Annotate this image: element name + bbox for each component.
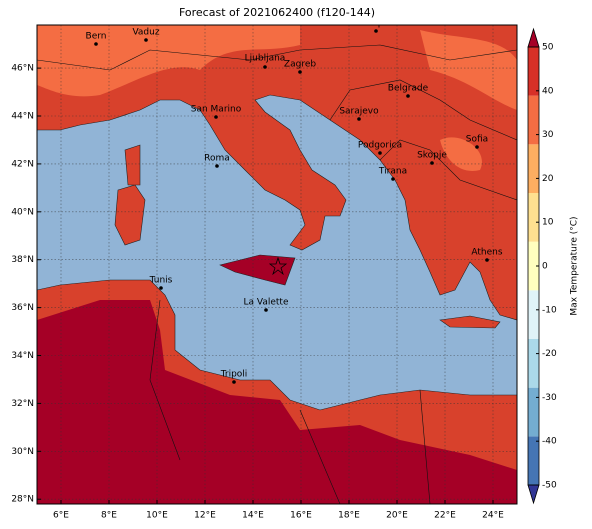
colorbar-segment	[528, 339, 539, 388]
map-area: Bern Vaduz Budapest Ljubljana Zagreb Bel…	[37, 19, 517, 504]
colorbar-tick-label: 10	[542, 218, 554, 228]
city-label: Sarajevo	[339, 107, 379, 117]
colorbar-segment	[528, 241, 539, 291]
y-tick-label: 32°N	[11, 399, 34, 409]
cities: Bern Vaduz Budapest Ljubljana Zagreb Bel…	[86, 19, 503, 384]
y-tick-label: 34°N	[11, 351, 34, 361]
star-marker	[268, 256, 288, 276]
city-label: Ljubljana	[245, 54, 286, 64]
y-tick-label: 40°N	[11, 207, 34, 217]
colorbar-segment	[528, 436, 539, 485]
city-label: Budapest	[355, 19, 398, 29]
colorbar-extend-high	[527, 27, 540, 48]
colorbar-segment	[528, 290, 539, 339]
colorbar-tick-label: -50	[542, 481, 557, 491]
y-tick-label: 44°N	[11, 112, 34, 122]
axes: 6°E 8°E 10°E 12°E 14°E 16°E 18°E 20°E 22°E 24°E 28…	[11, 64, 504, 521]
y-tick-label: 30°N	[11, 447, 34, 457]
city-label: Bern	[86, 32, 107, 42]
x-tick-label: 12°E	[194, 511, 216, 521]
city-label: Athens	[471, 248, 502, 258]
x-tick-label: 16°E	[290, 511, 312, 521]
x-tick-label: 10°E	[146, 511, 168, 521]
colorbar-extend-low	[527, 484, 540, 505]
corsica	[124, 144, 141, 186]
colorbar-tick-label: -20	[542, 349, 557, 359]
colorbar-segment	[528, 387, 539, 437]
city-label: Tripoli	[220, 370, 248, 380]
city-label: Vaduz	[132, 28, 159, 38]
colorbar-tick-label: -10	[542, 305, 557, 315]
city-label: Tunis	[149, 276, 173, 286]
colorbar-tick-label: -40	[542, 437, 557, 447]
colorbar-segment	[528, 144, 539, 193]
colorbar-tick-label: 40	[542, 86, 554, 96]
colorbar-segment	[528, 193, 539, 242]
colorbar-tick-label: 20	[542, 174, 554, 184]
y-tick-label: 42°N	[11, 159, 34, 169]
x-tick-label: 14°E	[242, 511, 264, 521]
y-tick-label: 36°N	[11, 303, 34, 313]
y-tick-label: 46°N	[11, 64, 34, 74]
x-tick-label: 22°E	[434, 511, 456, 521]
colorbar-segment	[528, 47, 539, 96]
city-label: Skopje	[417, 151, 447, 161]
x-tick-label: 6°E	[53, 511, 69, 521]
city-label: Podgorica	[358, 141, 402, 151]
x-tick-label: 24°E	[482, 511, 504, 521]
y-tick-label: 28°N	[11, 495, 34, 505]
city-label: Tirana	[378, 167, 407, 177]
grid	[37, 25, 517, 504]
city-label: La Valette	[244, 298, 289, 308]
title: Forecast of 2021062400 (f120-144)	[179, 6, 375, 19]
borders	[37, 44, 517, 504]
colorbar-tick-label: -30	[542, 393, 557, 403]
colorbar-tick-label: 50	[542, 43, 554, 53]
colorbar-tick-label: 30	[542, 130, 554, 140]
map-frame	[36, 24, 518, 505]
city-label: Sofia	[466, 135, 488, 145]
colorbar-label: Max Temperature (°C)	[570, 216, 580, 315]
colorbar-segment	[528, 95, 539, 145]
x-tick-label: 8°E	[101, 511, 117, 521]
crete	[439, 315, 501, 329]
x-tick-label: 20°E	[386, 511, 408, 521]
colorbar: -50 -40 -30 -20 -10 0 10 20 30 40 50	[527, 27, 557, 505]
x-tick-label: 18°E	[338, 511, 360, 521]
y-tick-label: 38°N	[11, 255, 34, 265]
city-label: San Marino	[191, 105, 242, 115]
colorbar-tick-label: 0	[542, 262, 548, 272]
city-label: Roma	[204, 154, 230, 164]
city-label: Zagreb	[284, 60, 316, 70]
city-label: Belgrade	[388, 84, 429, 94]
